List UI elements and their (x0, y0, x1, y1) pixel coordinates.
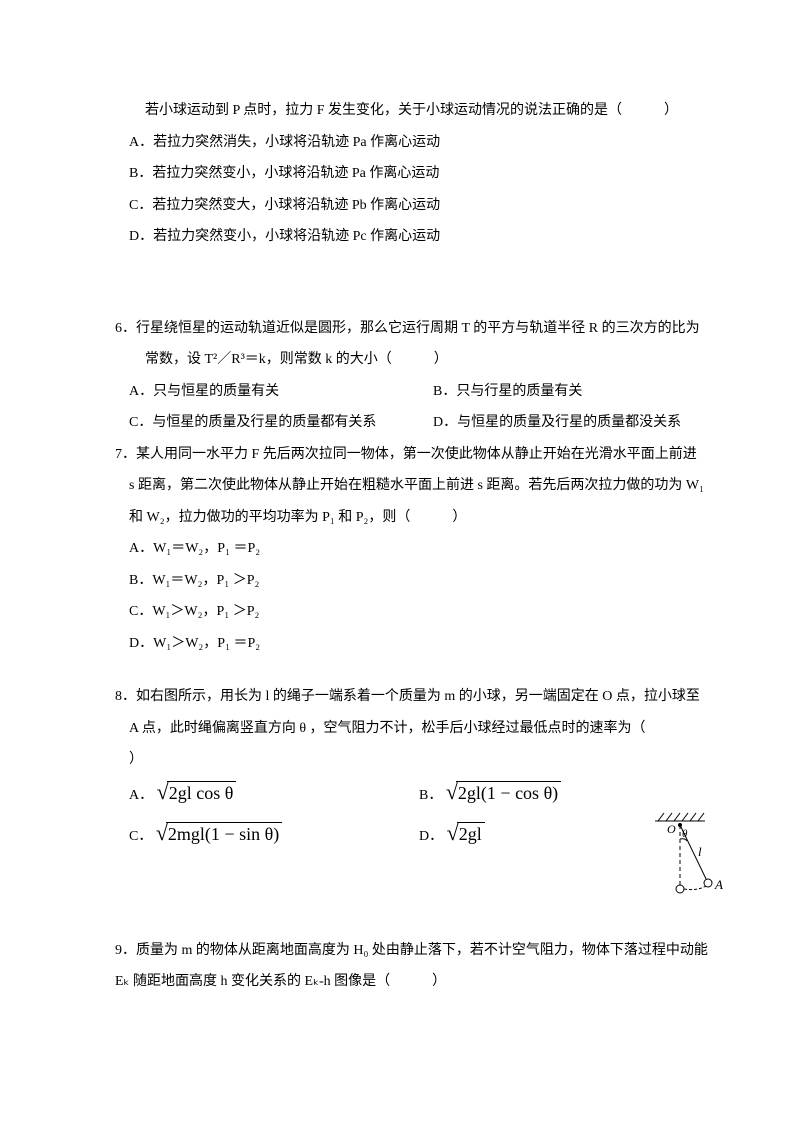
q8-d-label: D． (419, 829, 443, 844)
q5-option-d: D．若拉力突然变小，小球将沿轨迹 Pc 作离心运动 (115, 221, 710, 253)
diagram-A: A (714, 877, 723, 892)
q5-option-a: A．若拉力突然消失，小球将沿轨迹 Pa 作离心运动 (115, 127, 710, 159)
q7-option-d: D．W₁＞W₂，P₁ ＝P₂ (115, 628, 710, 660)
q6-stem2: 常数，设 T²／R³＝k，则常数 k 的大小（ ） (145, 344, 710, 376)
q7-stem1: 7．某人用同一水平力 F 先后两次拉同一物体，第一次使此物体从静止开始在光滑水平… (115, 439, 710, 471)
q7-stem3: 和 W₂，拉力做功的平均功率为 P₁ 和 P₂，则（ ） (129, 502, 710, 534)
q8-c-math: 2mgl(1 − sin θ) (166, 822, 282, 846)
q8-b-math: 2gl(1 − cos θ) (456, 781, 561, 805)
q8-option-c: C． √2mgl(1 − sin θ) (129, 821, 419, 853)
q5-option-c: C．若拉力突然变大，小球将沿轨迹 Pb 作离心运动 (115, 190, 710, 222)
q7-option-b: B．W₁＝W₂，P₁ ＞P₂ (115, 565, 710, 597)
pendulum-diagram: O A θ l (650, 811, 730, 906)
q6-option-c: C．与恒星的质量及行星的质量都有关系 (115, 407, 419, 439)
q8-b-label: B． (419, 788, 442, 803)
q8-option-a: A． √2gl cos θ (129, 780, 419, 812)
diagram-theta: θ (682, 828, 688, 840)
diagram-l: l (698, 844, 702, 859)
q9-stem2: Eₖ 随距地面高度 h 变化关系的 Eₖ-h 图像是（ ） (115, 966, 710, 998)
q7-option-a: A．W₁＝W₂，P₁ ＝P₂ (115, 533, 710, 565)
q6-stem1: 6．行星绕恒星的运动轨道近似是圆形，那么它运行周期 T 的平方与轨道半径 R 的… (115, 313, 710, 345)
q5-option-b: B．若拉力突然变小，小球将沿轨迹 Pa 作离心运动 (115, 158, 710, 190)
q8-a-math: 2gl cos θ (167, 781, 237, 805)
q8-stem1: 8．如右图所示，用长为 l 的绳子一端系着一个质量为 m 的小球，另一端固定在 … (115, 681, 710, 713)
q7-option-c: C．W₁＞W₂，P₁ ＞P₂ (115, 596, 710, 628)
q8-a-label: A． (129, 788, 153, 803)
q5-stem: 若小球运动到 P 点时，拉力 F 发生变化，关于小球运动情况的说法正确的是（ ） (145, 95, 710, 127)
q8-option-b: B． √2gl(1 − cos θ) (419, 780, 710, 812)
q9-stem1: 9．质量为 m 的物体从距离地面高度为 H₀ 处由静止落下，若不计空气阻力，物体… (115, 935, 710, 967)
diagram-O: O (667, 822, 676, 836)
q6-option-a: A．只与恒星的质量有关 (115, 376, 419, 408)
q8-d-math: 2gl (457, 822, 485, 846)
q7-stem2: s 距离，第二次使此物体从静止开始在粗糙水平面上前进 s 距离。若先后两次拉力做… (129, 470, 710, 502)
q6-option-d: D．与恒星的质量及行星的质量都没关系 (419, 407, 710, 439)
q8-c-label: C． (129, 829, 152, 844)
q6-option-b: B．只与行星的质量有关 (419, 376, 710, 408)
q8-stem3: ） (129, 744, 710, 776)
q8-stem2: A 点，此时绳偏离竖直方向 θ ，空气阻力不计，松手后小球经过最低点时的速率为（ (129, 713, 710, 745)
